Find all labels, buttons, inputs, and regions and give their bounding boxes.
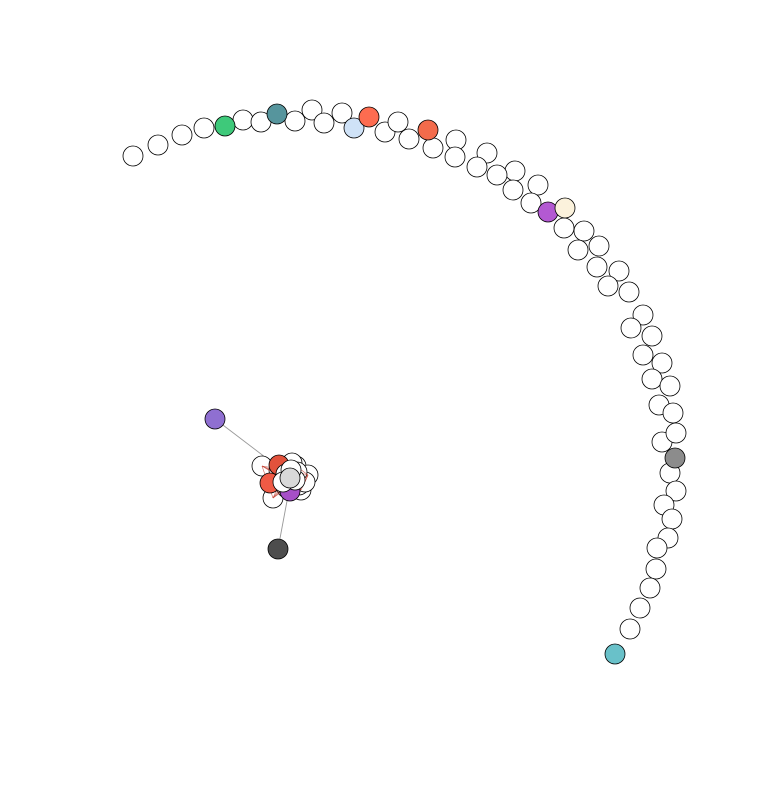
hub-edge xyxy=(304,474,309,483)
graph-node xyxy=(651,352,673,374)
graph-node xyxy=(444,146,466,168)
graph-node xyxy=(646,537,668,559)
graph-node xyxy=(193,117,215,139)
graph-node xyxy=(665,422,687,444)
graph-node xyxy=(502,179,524,201)
node-purple xyxy=(537,201,559,223)
hub-cluster xyxy=(204,408,319,560)
graph-node xyxy=(661,508,683,530)
graph-node xyxy=(122,145,144,167)
node-light-blue xyxy=(343,117,365,139)
node-cream xyxy=(554,197,576,219)
graph-node xyxy=(620,317,642,339)
node-cyan xyxy=(604,643,626,665)
graph-node xyxy=(331,102,353,124)
graph-node xyxy=(301,99,323,121)
graph-node xyxy=(629,597,651,619)
graph-node xyxy=(641,368,663,390)
graph-node xyxy=(659,375,681,397)
graph-node xyxy=(573,220,595,242)
graph-node xyxy=(665,480,687,502)
node-green xyxy=(214,115,236,137)
graph-node xyxy=(588,235,610,257)
node-violet xyxy=(204,408,226,430)
graph-node xyxy=(504,160,526,182)
graph-node xyxy=(645,558,667,580)
graph-node xyxy=(232,109,254,131)
node-hub-center xyxy=(279,467,301,489)
graph-node xyxy=(639,577,661,599)
graph-node xyxy=(567,239,589,261)
graph-node xyxy=(422,137,444,159)
graph-node xyxy=(608,260,630,282)
graph-node xyxy=(553,217,575,239)
graph-node xyxy=(171,124,193,146)
graph-node xyxy=(632,304,654,326)
node-orange-red xyxy=(358,106,380,128)
node-gray xyxy=(664,447,686,469)
node-teal xyxy=(266,103,288,125)
graph-node xyxy=(619,618,641,640)
node-orange-red xyxy=(417,119,439,141)
graph-node xyxy=(641,325,663,347)
graph-node xyxy=(147,134,169,156)
graph-node xyxy=(486,164,508,186)
graph-node xyxy=(466,156,488,178)
graph-node xyxy=(387,111,409,133)
graph-node xyxy=(398,128,420,150)
node-dark-gray xyxy=(267,538,289,560)
graph-node xyxy=(618,281,640,303)
graph-node xyxy=(313,112,335,134)
graph-node xyxy=(527,174,549,196)
arc-node-group xyxy=(122,99,687,665)
graph-node xyxy=(632,344,654,366)
graph-node xyxy=(284,110,306,132)
graph-node xyxy=(597,275,619,297)
graph-node xyxy=(586,256,608,278)
graph-node xyxy=(520,192,542,214)
graph-node xyxy=(662,402,684,424)
